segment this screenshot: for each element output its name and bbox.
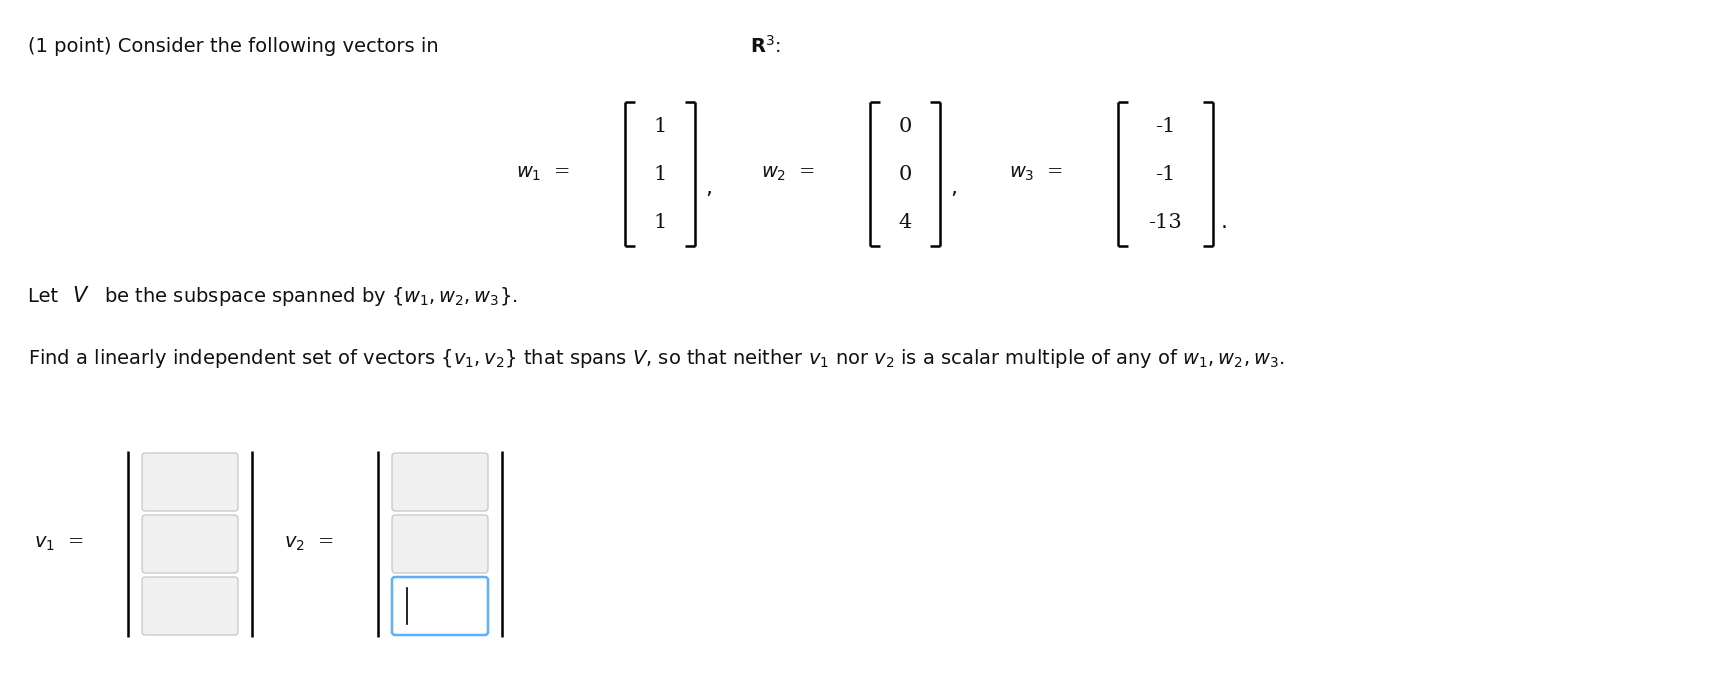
- Text: be the subspace spanned by {$w_1, w_2, w_3$}.: be the subspace spanned by {$w_1, w_2, w…: [98, 285, 518, 308]
- Text: $w_1$  =: $w_1$ =: [516, 165, 570, 183]
- Text: 0: 0: [898, 164, 911, 183]
- FancyBboxPatch shape: [392, 453, 488, 511]
- Text: $w_2$  =: $w_2$ =: [761, 165, 815, 183]
- Text: -13: -13: [1148, 213, 1182, 231]
- FancyBboxPatch shape: [142, 453, 238, 511]
- Text: ,: ,: [949, 179, 956, 198]
- FancyBboxPatch shape: [392, 577, 488, 635]
- Text: -1: -1: [1155, 116, 1175, 135]
- Text: 1: 1: [654, 116, 666, 135]
- Text: 0: 0: [898, 116, 911, 135]
- FancyBboxPatch shape: [142, 577, 238, 635]
- Text: $\mathbf{R}^3$:: $\mathbf{R}^3$:: [751, 35, 780, 57]
- Text: 1: 1: [654, 164, 666, 183]
- Text: $v_1$  =: $v_1$ =: [33, 535, 83, 553]
- Text: ,: ,: [704, 179, 713, 198]
- Text: 4: 4: [898, 213, 911, 231]
- Text: $v_2$  =: $v_2$ =: [283, 535, 333, 553]
- Text: 1: 1: [654, 213, 666, 231]
- Text: (1 point) Consider the following vectors in: (1 point) Consider the following vectors…: [28, 36, 445, 55]
- Text: $V$: $V$: [72, 286, 90, 306]
- Text: Find a linearly independent set of vectors {$v_1, v_2$} that spans $V$, so that : Find a linearly independent set of vecto…: [28, 347, 1284, 371]
- Text: .: .: [1220, 212, 1227, 232]
- FancyBboxPatch shape: [142, 515, 238, 573]
- Text: Let: Let: [28, 287, 64, 306]
- Text: -1: -1: [1155, 164, 1175, 183]
- FancyBboxPatch shape: [392, 515, 488, 573]
- Text: $w_3$  =: $w_3$ =: [1008, 165, 1063, 183]
